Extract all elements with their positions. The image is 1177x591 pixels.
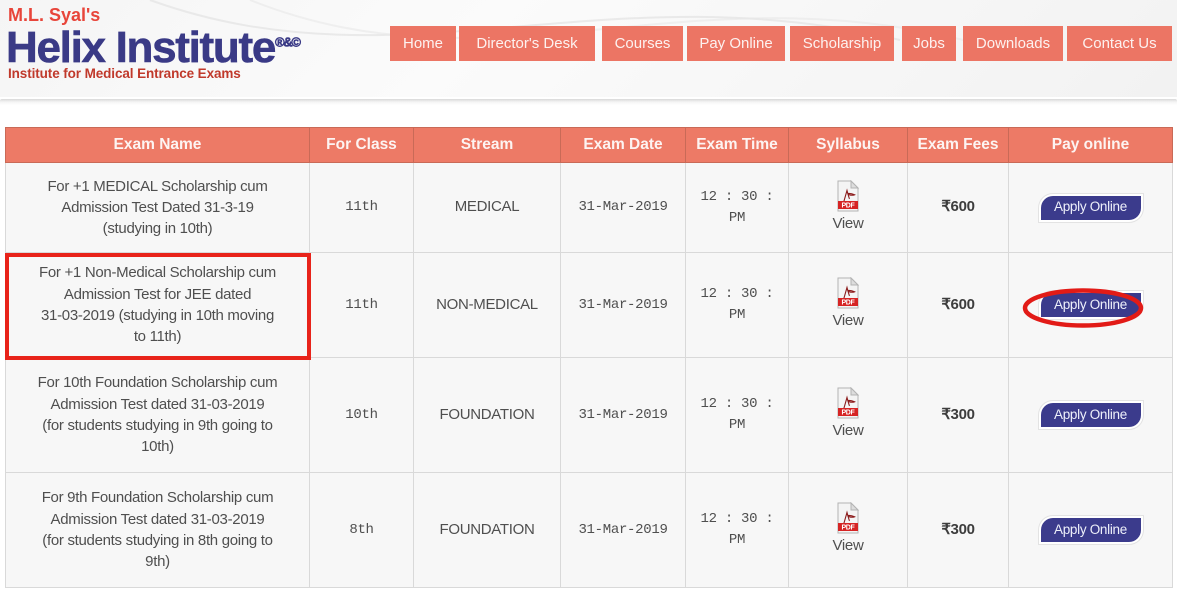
- svg-text:PDF: PDF: [841, 410, 855, 417]
- svg-text:PDF: PDF: [841, 202, 855, 209]
- svg-text:PDF: PDF: [841, 525, 855, 532]
- svg-text:PDF: PDF: [841, 300, 855, 307]
